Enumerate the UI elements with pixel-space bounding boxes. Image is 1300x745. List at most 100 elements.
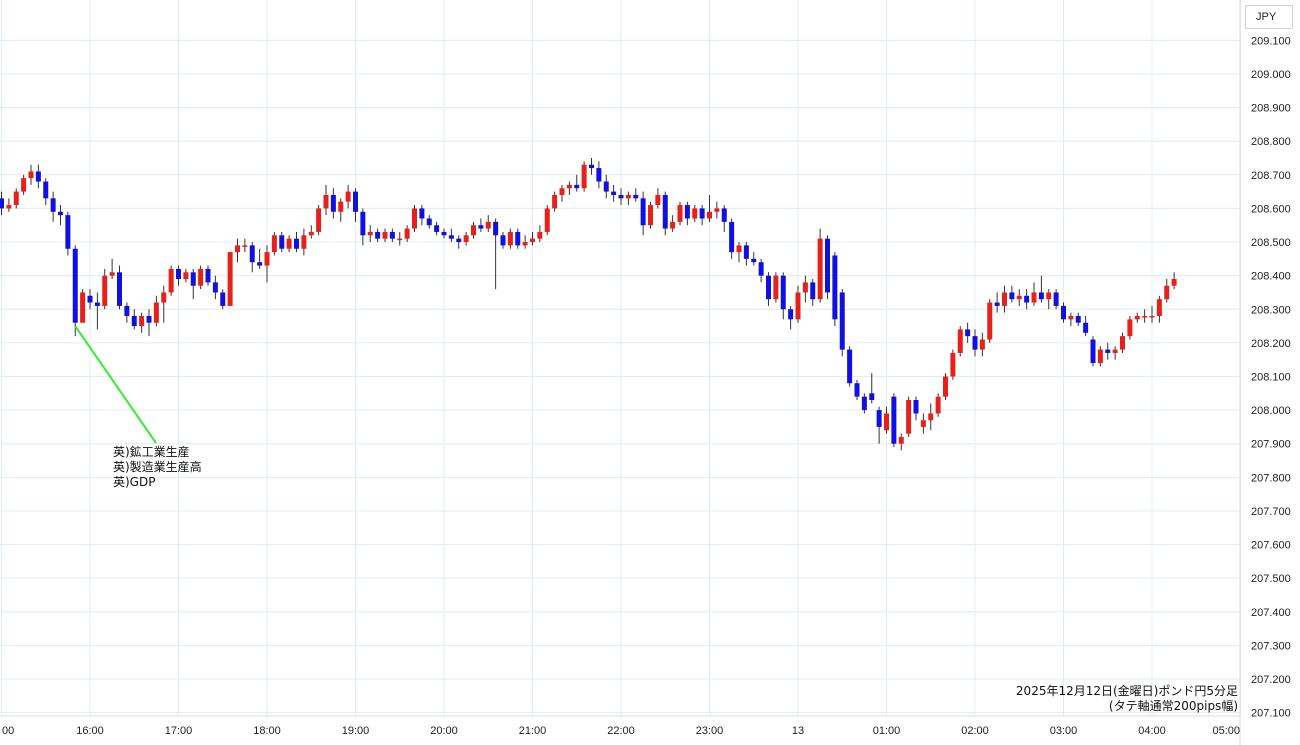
candle-body-up — [625, 194, 631, 199]
candle-body-up — [714, 208, 720, 212]
candle-body-up — [1016, 295, 1022, 300]
candle-body-down — [751, 258, 757, 263]
candle-body-down — [766, 275, 771, 300]
x-tick-label: 05:00 — [1212, 725, 1240, 737]
candle-body-up — [242, 245, 248, 247]
candle-body-up — [345, 191, 351, 202]
candle-body-down — [353, 191, 358, 212]
candle-body-up — [338, 201, 344, 212]
candle-body-down — [190, 272, 196, 286]
x-tick-label: 02:00 — [961, 725, 989, 737]
candle-body-up — [198, 268, 204, 286]
candle-body-down — [448, 235, 454, 239]
candle-body-up — [271, 235, 277, 253]
candle-body-down — [611, 191, 617, 195]
candle-body-down — [493, 221, 499, 236]
candle-body-down — [72, 248, 78, 323]
candle-body-down — [124, 305, 130, 316]
candle-body-down — [603, 181, 609, 192]
candle-body-down — [35, 171, 41, 182]
candle-body-down — [780, 275, 786, 310]
annotation-label: 英)製造業生産高 — [113, 459, 202, 474]
x-tick-label: 13 — [792, 725, 804, 737]
candle-body-up — [795, 292, 801, 320]
candle-body-down — [375, 231, 381, 239]
candle-body-down — [249, 245, 255, 263]
candle-body-down — [1061, 305, 1066, 320]
candle-body-up — [1112, 349, 1118, 353]
candle-body-down — [515, 231, 521, 246]
candle-body-up — [581, 164, 587, 189]
x-tick-label: 21:00 — [519, 725, 547, 737]
candle-body-down — [426, 218, 432, 226]
candle-body-down — [913, 400, 919, 414]
y-tick-label: 207.800 — [1251, 472, 1291, 484]
candle-body-up — [692, 208, 698, 219]
candle-body-down — [1083, 322, 1089, 333]
candle-body-down — [589, 164, 594, 169]
candle-body-up — [802, 282, 808, 293]
candle-body-down — [788, 309, 794, 320]
candle-body-up — [1097, 349, 1103, 364]
candle-body-down — [117, 272, 122, 306]
candle-body-up — [397, 238, 403, 241]
candle-body-up — [1068, 315, 1074, 320]
x-tick-label: 20:00 — [430, 725, 458, 737]
candle-body-down — [434, 225, 440, 232]
grid-lines — [0, 0, 1241, 716]
candle-body-down — [854, 383, 860, 397]
candle-body-up — [817, 238, 823, 300]
candle-body-down — [441, 231, 447, 236]
x-tick-label: 00 — [2, 725, 14, 737]
candle-body-up — [928, 413, 934, 421]
candle-body-up — [382, 231, 388, 239]
candle-body-down — [419, 208, 425, 219]
candle-body-down — [832, 255, 838, 320]
candle-body-down — [1024, 295, 1030, 303]
candle-body-down — [743, 245, 749, 259]
candle-body-up — [935, 396, 941, 414]
y-tick-label: 208.200 — [1251, 338, 1291, 350]
candle-body-up — [1127, 319, 1133, 337]
candle-body-up — [773, 275, 779, 300]
candle-body-down — [596, 168, 602, 182]
x-tick-label: 17:00 — [165, 725, 193, 737]
candle-body-up — [183, 272, 189, 280]
x-tick-label: 01:00 — [873, 725, 901, 737]
candle-body-up — [906, 400, 912, 434]
candle-body-up — [161, 292, 167, 303]
candle-body-up — [1046, 292, 1052, 300]
y-tick-label: 207.200 — [1251, 674, 1291, 686]
candle-body-up — [316, 208, 322, 232]
candle-body-down — [1090, 339, 1096, 364]
candle-body-up — [1031, 292, 1037, 303]
candle-body-down — [257, 262, 263, 266]
candle-body-up — [1142, 315, 1148, 318]
candle-body-up — [227, 252, 233, 306]
candle-body-up — [412, 208, 417, 229]
candle-body-up — [566, 184, 572, 189]
candle-body-down — [131, 315, 137, 327]
candle-body-down — [729, 221, 735, 253]
y-tick-label: 207.300 — [1251, 640, 1291, 652]
candle-body-up — [537, 231, 543, 239]
candle-body-down — [1038, 292, 1044, 300]
candle-body-up — [21, 178, 27, 192]
x-tick-label: 22:00 — [607, 725, 635, 737]
candle-body-down — [994, 302, 1000, 306]
candle-body-up — [1002, 292, 1007, 306]
candle-body-up — [898, 436, 904, 444]
candle-body-down — [1075, 315, 1081, 323]
y-tick-label: 207.700 — [1251, 506, 1291, 518]
candle-body-up — [943, 376, 948, 397]
candle-body-up — [485, 221, 491, 229]
candle-body-down — [574, 184, 580, 189]
candle-body-down — [212, 282, 218, 293]
candle-body-up — [559, 188, 565, 195]
candle-body-up — [1164, 285, 1170, 300]
candle-body-up — [884, 413, 889, 431]
candle-body-down — [330, 194, 336, 212]
candle-body-down — [839, 292, 845, 350]
annotation-label: 英)GDP — [113, 475, 155, 489]
